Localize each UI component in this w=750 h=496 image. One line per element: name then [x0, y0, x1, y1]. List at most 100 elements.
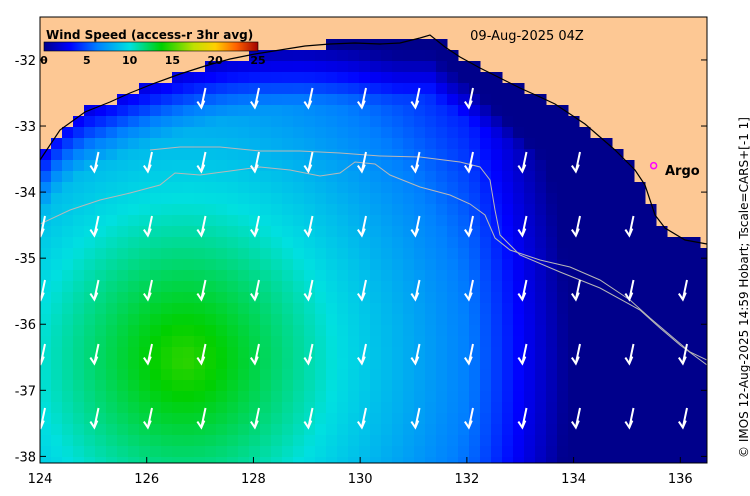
wind-speed-cell: [337, 127, 349, 139]
wind-arrow: [624, 215, 635, 238]
wind-speed-cell: [469, 105, 481, 117]
wind-speed-cell: [326, 226, 338, 238]
wind-speed-cell: [667, 413, 679, 425]
wind-speed-cell: [326, 281, 338, 293]
wind-speed-cell: [513, 171, 525, 183]
wind-speed-cell: [106, 347, 118, 359]
wind-speed-cell: [293, 303, 305, 315]
wind-speed-cell: [546, 369, 558, 381]
wind-speed-cell: [172, 457, 184, 463]
wind-speed-cell: [216, 127, 228, 139]
wind-speed-cell: [491, 391, 503, 403]
wind-speed-cell: [392, 215, 404, 227]
wind-speed-cell: [370, 259, 382, 271]
wind-speed-cell: [557, 303, 569, 315]
wind-speed-cell: [590, 402, 602, 414]
wind-speed-cell: [227, 457, 239, 463]
wind-speed-cell: [513, 457, 525, 463]
wind-speed-cell: [535, 292, 547, 304]
wind-speed-cell: [293, 149, 305, 161]
wind-speed-cell: [293, 424, 305, 436]
wind-speed-cell: [249, 259, 261, 271]
wind-speed-cell: [139, 270, 151, 282]
wind-speed-cell: [95, 336, 107, 348]
wind-speed-cell: [293, 248, 305, 260]
wind-speed-cell: [216, 325, 228, 337]
wind-speed-cell: [216, 226, 228, 238]
wind-speed-cell: [447, 336, 459, 348]
wind-speed-cell: [436, 402, 448, 414]
wind-speed-cell: [381, 446, 393, 458]
wind-speed-cell: [249, 435, 261, 447]
wind-speed-cell: [326, 380, 338, 392]
wind-speed-cell: [183, 336, 195, 348]
wind-speed-cell: [271, 281, 283, 293]
wind-speed-cell: [546, 116, 558, 128]
wind-speed-cell: [546, 303, 558, 315]
wind-speed-cell: [546, 259, 558, 271]
wind-speed-cell: [51, 138, 63, 150]
wind-speed-cell: [271, 83, 283, 95]
wind-speed-cell: [392, 160, 404, 172]
wind-speed-cell: [128, 182, 140, 194]
wind-speed-cell: [645, 413, 657, 425]
wind-speed-cell: [139, 336, 151, 348]
wind-speed-cell: [348, 72, 360, 84]
wind-speed-cell: [469, 72, 481, 84]
wind-speed-cell: [458, 270, 470, 282]
wind-speed-cell: [315, 270, 327, 282]
wind-speed-cell: [106, 259, 118, 271]
wind-speed-cell: [183, 237, 195, 249]
wind-speed-cell: [370, 347, 382, 359]
wind-speed-cell: [106, 182, 118, 194]
wind-speed-cell: [304, 248, 316, 260]
wind-speed-cell: [700, 402, 707, 414]
wind-speed-cell: [172, 259, 184, 271]
wind-speed-cell: [590, 149, 602, 161]
wind-speed-cell: [480, 105, 492, 117]
wind-speed-cell: [601, 138, 613, 150]
wind-speed-cell: [590, 259, 602, 271]
wind-speed-cell: [172, 105, 184, 117]
wind-speed-cell: [524, 226, 536, 238]
wind-speed-cell: [73, 413, 85, 425]
wind-speed-cell: [678, 303, 690, 315]
wind-speed-cell: [513, 391, 525, 403]
wind-speed-cell: [62, 325, 74, 337]
wind-speed-cell: [337, 248, 349, 260]
wind-speed-cell: [436, 259, 448, 271]
wind-speed-cell: [238, 94, 250, 106]
wind-speed-cell: [161, 292, 173, 304]
wind-speed-cell: [271, 424, 283, 436]
wind-speed-cell: [348, 138, 360, 150]
wind-arrow: [410, 215, 421, 238]
wind-speed-cell: [216, 193, 228, 205]
wind-speed-cell: [370, 369, 382, 381]
wind-speed-cell: [447, 160, 459, 172]
wind-speed-cell: [227, 215, 239, 227]
wind-speed-cell: [337, 72, 349, 84]
wind-speed-cell: [590, 292, 602, 304]
wind-speed-cell: [95, 391, 107, 403]
wind-speed-cell: [535, 369, 547, 381]
wind-speed-cell: [414, 358, 426, 370]
wind-speed-cell: [425, 105, 437, 117]
wind-speed-cell: [546, 204, 558, 216]
wind-speed-cell: [480, 336, 492, 348]
wind-speed-cell: [62, 391, 74, 403]
wind-speed-cell: [414, 281, 426, 293]
wind-speed-cell: [128, 270, 140, 282]
wind-speed-cell: [183, 402, 195, 414]
wind-speed-cell: [425, 270, 437, 282]
wind-speed-cell: [205, 281, 217, 293]
wind-arrow: [250, 407, 260, 430]
wind-speed-cell: [40, 226, 52, 238]
wind-speed-cell: [425, 347, 437, 359]
wind-speed-cell: [557, 325, 569, 337]
wind-speed-cell: [447, 105, 459, 117]
wind-arrow: [303, 87, 314, 110]
wind-speed-cell: [491, 303, 503, 315]
wind-speed-cell: [612, 369, 624, 381]
wind-speed-cell: [95, 248, 107, 260]
wind-speed-cell: [95, 292, 107, 304]
